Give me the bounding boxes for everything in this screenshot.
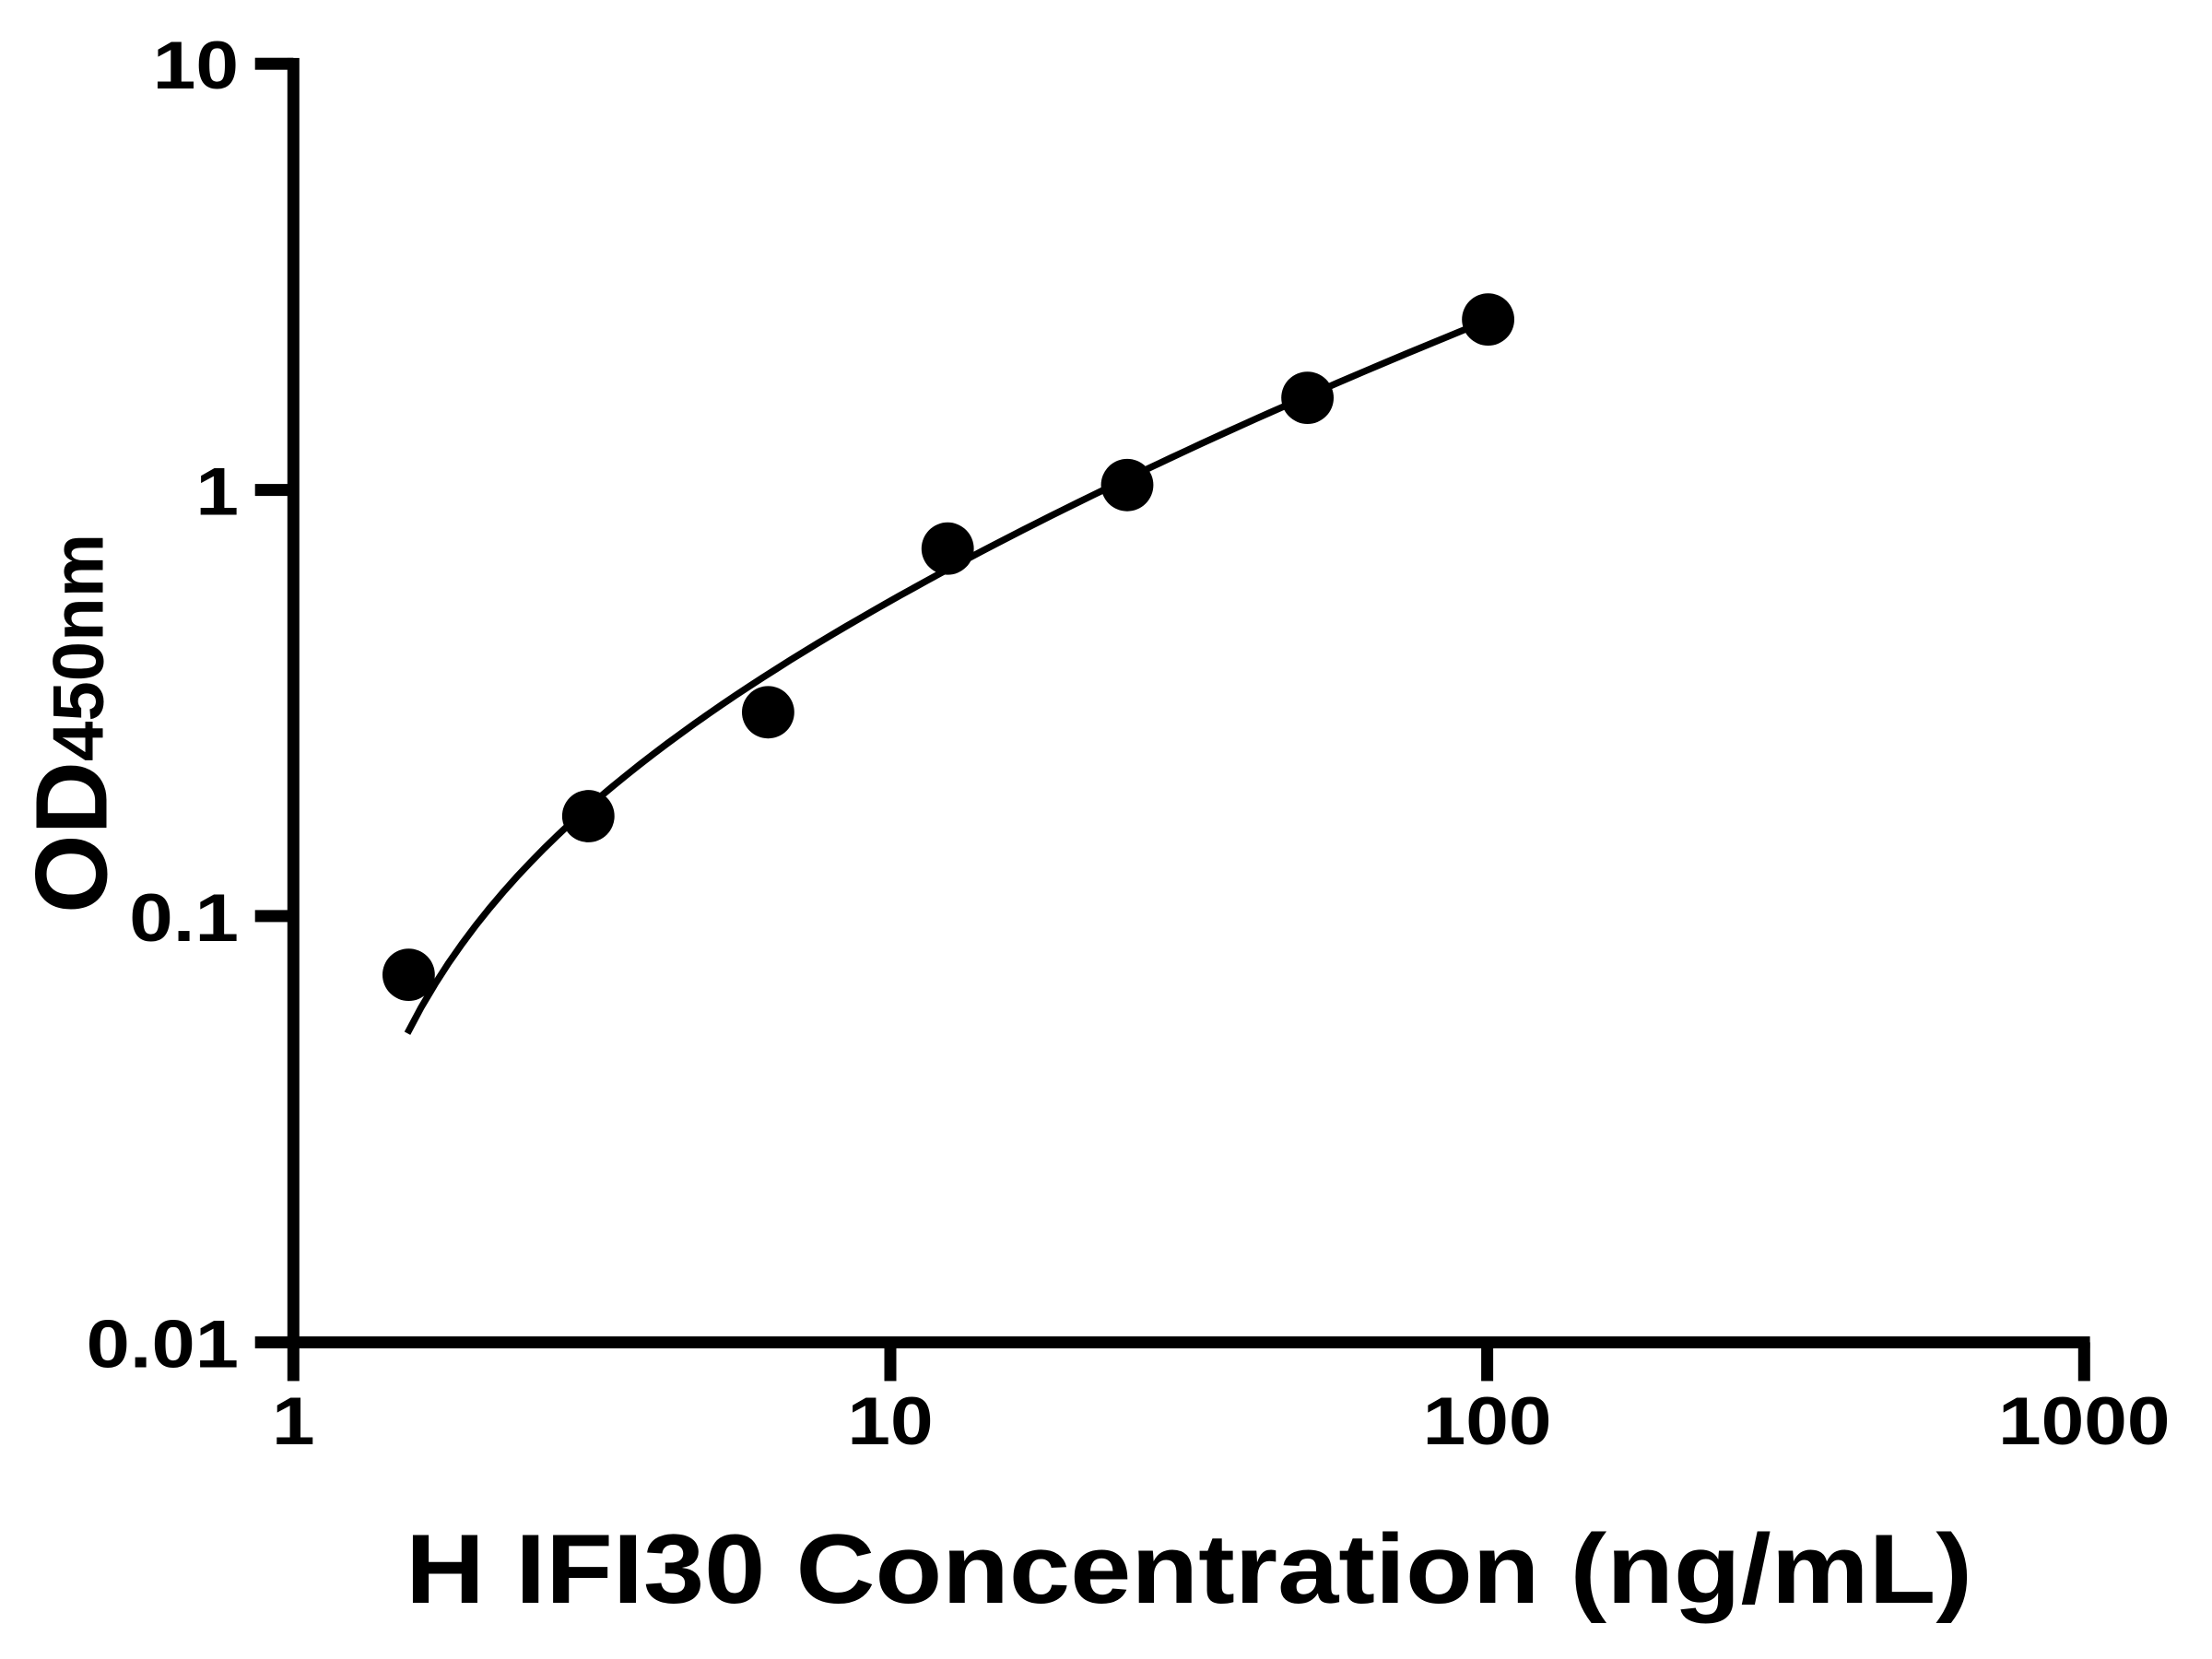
svg-text:1: 1 <box>195 455 239 530</box>
svg-text:H IFI30 Concentration (ng/mL): H IFI30 Concentration (ng/mL) <box>406 1513 1972 1624</box>
svg-text:1: 1 <box>272 1384 315 1459</box>
svg-text:10: 10 <box>847 1384 933 1459</box>
svg-text:1000: 1000 <box>1998 1384 2171 1459</box>
svg-text:0.1: 0.1 <box>129 881 239 956</box>
svg-text:100: 100 <box>1423 1384 1552 1459</box>
svg-text:10: 10 <box>153 29 239 103</box>
svg-text:0.01: 0.01 <box>87 1307 239 1382</box>
